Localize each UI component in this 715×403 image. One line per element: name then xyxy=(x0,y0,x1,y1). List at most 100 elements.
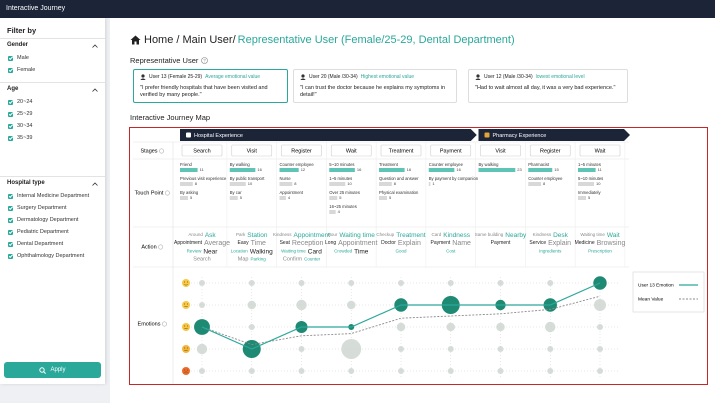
touch-bar xyxy=(428,182,431,186)
option[interactable]: 20~24 xyxy=(8,99,32,105)
checkbox[interactable] xyxy=(8,135,13,141)
filter-title: Filter by xyxy=(7,26,37,35)
action-word: Seat xyxy=(280,241,291,247)
chevron[interactable] xyxy=(92,88,98,92)
touch-bar xyxy=(229,168,256,172)
chevron-path xyxy=(92,182,98,186)
emotion-bubble xyxy=(496,322,505,332)
touch-bar xyxy=(379,168,405,172)
action-line: Waiting time Wait xyxy=(580,232,620,239)
chevron[interactable] xyxy=(92,44,98,48)
option[interactable]: Dental Department xyxy=(8,241,63,247)
touch-bar xyxy=(279,168,299,172)
option[interactable]: 30~34 xyxy=(8,123,32,129)
emotion-bubble xyxy=(597,346,603,352)
action-line: Medicine Browsing xyxy=(575,240,626,247)
action-word: Around xyxy=(188,232,203,237)
action-word: Treatment xyxy=(396,232,426,239)
emotion-bubble xyxy=(547,346,554,352)
checkbox[interactable] xyxy=(8,205,13,211)
chevron[interactable] xyxy=(92,182,98,186)
emoji-mouth xyxy=(184,371,188,373)
stage-button xyxy=(529,144,571,157)
checkbox[interactable] xyxy=(8,193,13,199)
option[interactable]: Internal Medicine Department xyxy=(8,193,89,199)
option-label: 30~34 xyxy=(17,123,33,129)
group-title[interactable]: Age xyxy=(7,86,19,92)
user-card[interactable]: User 13 (Female 25-29) Average emotional … xyxy=(133,69,288,103)
crumb[interactable]: Home / xyxy=(144,34,180,46)
action-word: Ingredients xyxy=(539,249,562,254)
stage-name: Treatment xyxy=(389,148,414,154)
action-line: Cost xyxy=(446,249,456,254)
checkbox[interactable] xyxy=(8,55,13,61)
action-line: Service Explain xyxy=(529,240,571,247)
option[interactable]: Male xyxy=(8,55,29,61)
stage-name: Wait xyxy=(595,148,606,154)
map-border xyxy=(129,127,708,385)
action-line: Kindness Desk xyxy=(533,232,569,239)
group-title[interactable]: Gender xyxy=(7,42,29,48)
checkbox[interactable] xyxy=(8,229,13,235)
action-word: Crowded xyxy=(334,249,353,254)
option[interactable]: Pediatric Department xyxy=(8,229,69,235)
journey-map: Stages Touch Point Action Emotions Hospital … xyxy=(129,127,708,385)
action-word: Time xyxy=(354,248,369,255)
user-card[interactable]: User 12 (Male /30-34) lowest emotional le… xyxy=(468,69,628,103)
emotion-bubble xyxy=(248,280,255,286)
option[interactable]: Female xyxy=(8,67,35,73)
phase-name: Hospital Experience xyxy=(194,133,243,139)
action-word: Easy xyxy=(238,241,250,247)
checkbox[interactable] xyxy=(8,241,13,247)
touch-value: 5 xyxy=(588,195,591,200)
checkbox[interactable] xyxy=(8,253,13,259)
stage-name: Payment xyxy=(440,148,462,154)
emoji-eye xyxy=(184,303,186,305)
touch-bar xyxy=(528,182,542,186)
option[interactable]: Ophthalmology Department xyxy=(8,253,84,259)
touch-label: 5~10 minutes xyxy=(578,176,603,181)
option[interactable]: Surgery Department xyxy=(8,205,67,211)
emotion-bubble xyxy=(545,321,556,333)
action-word: Service xyxy=(529,241,546,247)
option[interactable]: 35~39 xyxy=(8,135,32,141)
option[interactable]: Dermatology Department xyxy=(8,217,78,223)
user-tag: Highest emotional value xyxy=(360,74,415,80)
checkbox[interactable] xyxy=(8,123,13,129)
row-label: Emotions xyxy=(138,321,161,327)
checkbox[interactable] xyxy=(8,217,13,223)
emotion-bubble xyxy=(199,368,205,374)
stage-name: Wait xyxy=(346,148,357,154)
action-word: Near xyxy=(203,248,218,255)
touch-value: 5 xyxy=(190,195,193,200)
user-tag: lowest emotional level xyxy=(535,74,585,80)
action-word: Wait xyxy=(607,232,620,239)
action-line: Doctor Explain xyxy=(381,240,421,247)
checkbox[interactable] xyxy=(8,111,13,117)
crumb[interactable]: Main User/ xyxy=(182,34,236,46)
option-label: Female xyxy=(17,67,36,73)
touch-label: Pharmacist xyxy=(528,162,550,167)
touch-bar xyxy=(229,196,238,200)
checkbox[interactable] xyxy=(8,99,13,105)
emotion-bubble xyxy=(347,300,356,310)
action-line: Checkup Treatment xyxy=(376,232,425,239)
avatar-head xyxy=(141,74,145,78)
option[interactable]: 25~29 xyxy=(8,111,32,117)
touch-label: Treatment xyxy=(379,162,399,167)
emotion-bubble xyxy=(199,280,205,286)
option-label: Ophthalmology Department xyxy=(17,253,85,259)
action-word: Waiting time xyxy=(339,232,375,239)
action-word: Medicine xyxy=(575,241,595,247)
help-icon xyxy=(201,57,209,64)
emotion-bubble xyxy=(398,346,404,352)
user-card[interactable]: User 20 (Male /30-34) Highest emotional v… xyxy=(293,69,457,103)
search-handle xyxy=(43,370,47,374)
touch-bar xyxy=(578,196,586,200)
emotion-bubble xyxy=(594,299,606,311)
apply-button[interactable]: Apply xyxy=(4,362,101,378)
group-title[interactable]: Hospital type xyxy=(7,180,45,186)
checkbox[interactable] xyxy=(8,67,13,73)
action-word: Doctor xyxy=(381,241,396,247)
stage-button xyxy=(579,144,621,157)
